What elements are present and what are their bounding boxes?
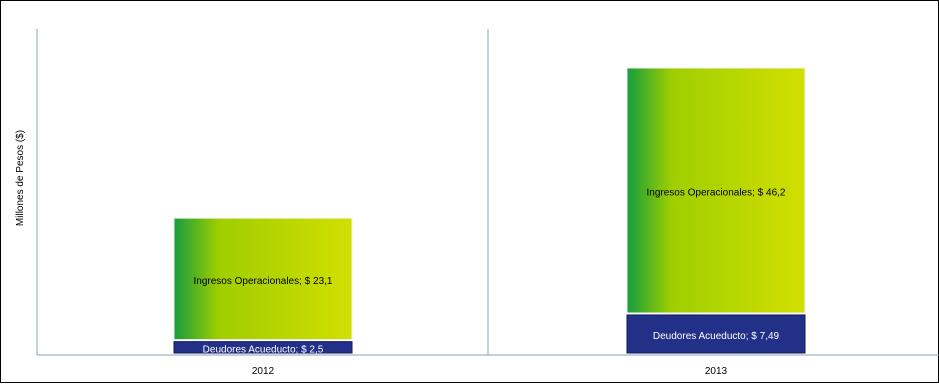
y-axis-label: Millones de Pesos ($) (15, 130, 26, 226)
data-label-2012-deudores-acueducto: Deudores Acueducto; $ 2,5 (203, 344, 324, 355)
data-label-2013-ingresos-operacionales: Ingresos Operacionales; $ 46,2 (647, 187, 786, 198)
bar-2012-ingresos-operacionales (173, 217, 353, 341)
x-tick-label-2012: 2012 (252, 366, 275, 377)
bar-2012-deudores-acueducto (173, 341, 353, 354)
bar-2013-deudores-acueducto (626, 314, 806, 354)
bar-2013-ingresos-operacionales (626, 67, 806, 314)
x-tick-label-2013: 2013 (705, 366, 728, 377)
data-label-2012-ingresos-operacionales: Ingresos Operacionales; $ 23,1 (194, 276, 333, 287)
data-label-2013-deudores-acueducto: Deudores Acueducto; $ 7,49 (653, 331, 780, 342)
